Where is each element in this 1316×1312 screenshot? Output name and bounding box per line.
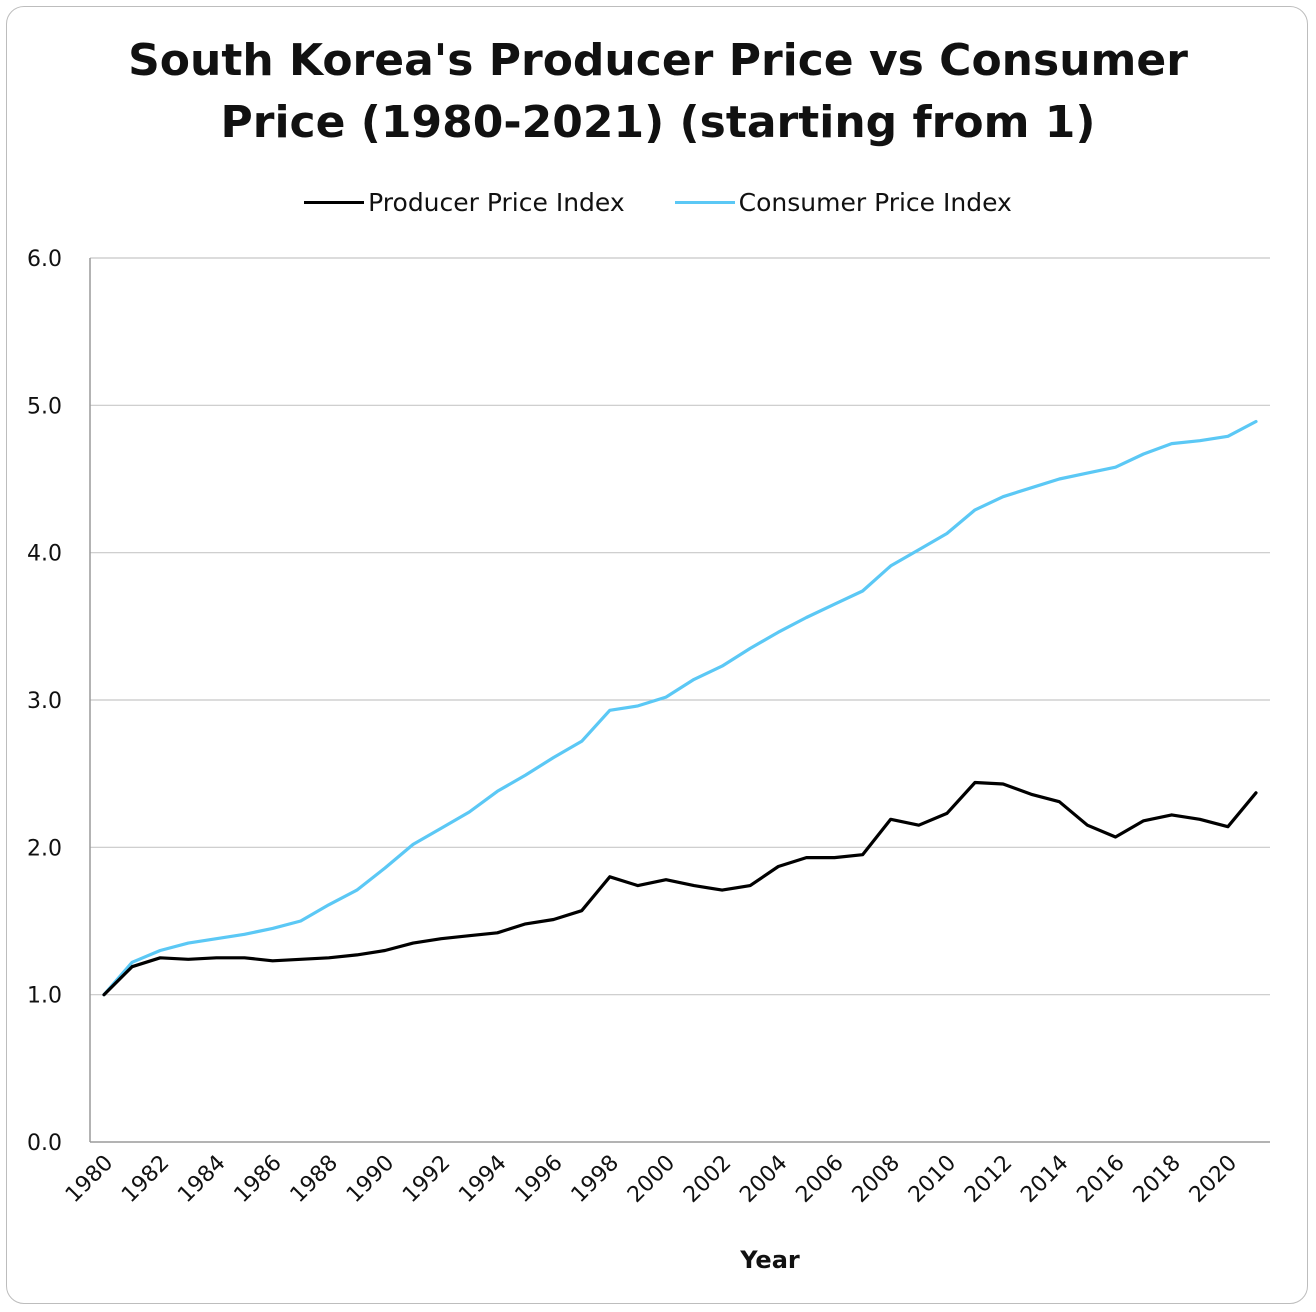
series-line-producer-price-index [102, 780, 1258, 997]
x-tick-label-1980: 1980 [61, 1151, 118, 1208]
chart-frame [6, 6, 1308, 1304]
x-tick-label-2016: 2016 [1072, 1151, 1129, 1208]
y-tick-label-4.0: 4.0 [27, 542, 62, 567]
x-tick-label-1994: 1994 [454, 1151, 511, 1208]
legend-label-producer: Producer Price Index [368, 187, 625, 217]
y-tick-label-5.0: 5.0 [27, 394, 62, 419]
chart-legend: Producer Price Index Consumer Price Inde… [0, 184, 1316, 220]
x-axis-title: Year [739, 1246, 800, 1274]
x-tick-label-1990: 1990 [342, 1151, 399, 1208]
x-tick-label-2000: 2000 [623, 1151, 680, 1208]
chart-title-line-1: South Korea's Producer Price vs Consumer [128, 35, 1188, 86]
y-tick-label-3.0: 3.0 [27, 689, 62, 714]
x-tick-label-2002: 2002 [679, 1151, 736, 1208]
y-tick-label-6.0: 6.0 [27, 247, 62, 272]
legend-item-consumer: Consumer Price Index [674, 187, 1012, 217]
chart-title-line-2: Price (1980-2021) (starting from 1) [220, 97, 1096, 148]
legend-swatch-consumer [674, 200, 735, 204]
legend-label-consumer: Consumer Price Index [738, 187, 1012, 217]
x-tick-label-1988: 1988 [286, 1151, 343, 1208]
legend-item-producer: Producer Price Index [304, 187, 625, 217]
x-tick-label-2006: 2006 [792, 1151, 849, 1208]
x-tick-label-2010: 2010 [904, 1151, 961, 1208]
x-tick-label-1982: 1982 [117, 1151, 174, 1208]
x-tick-label-2014: 2014 [1016, 1151, 1073, 1208]
x-tick-label-2008: 2008 [848, 1151, 905, 1208]
x-tick-label-1996: 1996 [511, 1151, 568, 1208]
chart-title: South Korea's Producer Price vs Consumer… [0, 30, 1316, 154]
x-tick-label-2012: 2012 [960, 1151, 1017, 1208]
y-tick-label-1.0: 1.0 [27, 984, 62, 1009]
y-tick-label-2.0: 2.0 [27, 836, 62, 861]
series-line-consumer-price-index [102, 419, 1258, 997]
x-tick-label-1992: 1992 [398, 1151, 455, 1208]
x-tick-label-1984: 1984 [173, 1151, 230, 1208]
x-tick-label-1986: 1986 [230, 1151, 287, 1208]
x-tick-label-1998: 1998 [567, 1151, 624, 1208]
x-tick-label-2020: 2020 [1185, 1151, 1242, 1208]
x-tick-label-2018: 2018 [1129, 1151, 1186, 1208]
legend-swatch-producer [304, 200, 365, 204]
x-tick-label-2004: 2004 [735, 1151, 792, 1208]
y-tick-label-0.0: 0.0 [27, 1131, 62, 1156]
